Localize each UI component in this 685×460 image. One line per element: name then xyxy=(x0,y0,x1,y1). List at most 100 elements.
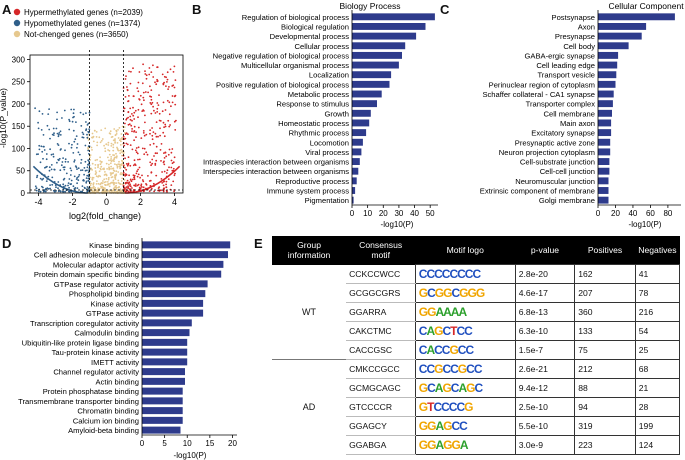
volcano-point xyxy=(170,105,172,108)
p-value: 9.4e-12 xyxy=(514,378,576,398)
volcano-point xyxy=(144,114,146,117)
volcano-point xyxy=(163,157,166,159)
volcano-point xyxy=(157,135,159,138)
logo-base: C xyxy=(456,324,465,338)
volcano-point xyxy=(99,160,102,163)
header-group: Group information xyxy=(272,236,347,265)
volcano-point xyxy=(41,150,44,153)
volcano-point xyxy=(156,111,159,113)
bp-bar xyxy=(352,167,359,175)
cc-bar xyxy=(598,13,675,21)
volcano-point xyxy=(160,143,163,145)
volcano-point xyxy=(123,179,126,181)
motif-logo: GCAGCAGC xyxy=(414,378,516,398)
bp-category-label: Negative regulation of biological proces… xyxy=(213,51,350,60)
logo-base: C xyxy=(457,343,467,357)
volcano-point xyxy=(168,166,170,169)
volcano-point xyxy=(64,184,67,187)
mf-bar xyxy=(142,280,208,288)
motif-row: CACCGSC CACCGCC 1.5e-7 75 25 xyxy=(272,340,681,360)
volcano-point xyxy=(174,79,177,81)
volcano-point xyxy=(39,190,42,193)
cc-bar xyxy=(598,90,614,98)
volcano-point xyxy=(55,186,57,189)
volcano-point xyxy=(170,151,173,154)
volcano-point xyxy=(117,137,120,139)
cc-bar xyxy=(598,158,610,166)
volcano-point xyxy=(168,148,171,151)
volcano-point xyxy=(111,176,114,178)
volcano-point xyxy=(57,135,60,138)
volcano-point xyxy=(105,177,108,180)
volcano-point xyxy=(121,125,124,128)
mf-bar xyxy=(142,358,188,366)
mf-category-label: Ubiquitin-like protein ligase binding xyxy=(22,338,139,347)
volcano-point xyxy=(83,167,86,169)
volcano-point xyxy=(127,190,130,193)
volcano-point xyxy=(125,190,128,193)
volcano-point xyxy=(76,176,79,179)
volcano-point xyxy=(172,161,175,164)
volcano-point xyxy=(158,190,161,192)
volcano-point xyxy=(110,142,113,145)
cc-bar xyxy=(598,138,611,146)
volcano-point xyxy=(155,174,158,177)
volcano-point xyxy=(100,129,103,132)
bp-bar xyxy=(352,13,435,21)
volcano-point xyxy=(162,187,165,190)
volcano-point xyxy=(135,136,137,139)
volcano-point xyxy=(85,112,87,114)
volcano-point xyxy=(156,78,159,81)
volcano-point xyxy=(119,166,121,168)
volcano-point xyxy=(132,67,134,70)
volcano-point xyxy=(145,151,148,154)
volcano-point xyxy=(142,63,145,66)
volcano-point xyxy=(49,184,51,187)
bp-bar xyxy=(352,138,363,146)
volcano-point xyxy=(135,131,138,134)
volcano-point xyxy=(64,158,67,161)
volcano-y-tick: 250 xyxy=(12,78,26,87)
volcano-point xyxy=(48,108,50,110)
volcano-point xyxy=(115,184,117,187)
volcano-point xyxy=(77,175,80,178)
volcano-point xyxy=(82,113,85,116)
cc-bar xyxy=(598,51,619,59)
logo-base: A xyxy=(458,381,467,395)
volcano-point xyxy=(99,182,102,185)
volcano-point xyxy=(36,176,38,179)
volcano-point xyxy=(42,186,44,189)
volcano-point xyxy=(107,156,109,159)
logo-base: G xyxy=(443,438,452,452)
volcano-point xyxy=(73,115,75,118)
volcano-point xyxy=(155,83,158,86)
volcano-point xyxy=(161,73,164,76)
volcano-point xyxy=(164,109,167,111)
bp-x-tick: 50 xyxy=(426,209,435,218)
volcano-point xyxy=(167,119,170,122)
motif-row: AD CMKCCGCC CCGCCGCC 2.6e-21 212 68 xyxy=(272,359,681,412)
volcano-point xyxy=(166,81,168,83)
bp-category-label: Positive regulation of biological proces… xyxy=(216,80,349,89)
volcano-point xyxy=(99,163,102,166)
consensus-motif: GTCCCCR xyxy=(346,397,416,417)
p-value: 5.5e-10 xyxy=(514,416,576,436)
volcano-point xyxy=(127,163,130,166)
motif-logo: CCCCCCCC xyxy=(414,264,516,284)
volcano-point xyxy=(140,184,143,187)
negatives-count: 41 xyxy=(634,264,681,284)
volcano-point xyxy=(37,127,40,130)
bp-category-label: Interspecies interaction between organis… xyxy=(203,167,349,176)
volcano-point xyxy=(40,129,43,131)
volcano-point xyxy=(127,156,130,159)
volcano-point xyxy=(150,187,153,190)
volcano-point xyxy=(77,179,80,182)
volcano-point xyxy=(141,179,144,181)
volcano-point xyxy=(118,160,120,163)
volcano-point xyxy=(80,125,83,127)
volcano-point xyxy=(86,169,88,172)
volcano-point xyxy=(120,180,123,182)
bp-x-tick: 20 xyxy=(379,209,388,218)
volcano-point xyxy=(108,163,110,166)
